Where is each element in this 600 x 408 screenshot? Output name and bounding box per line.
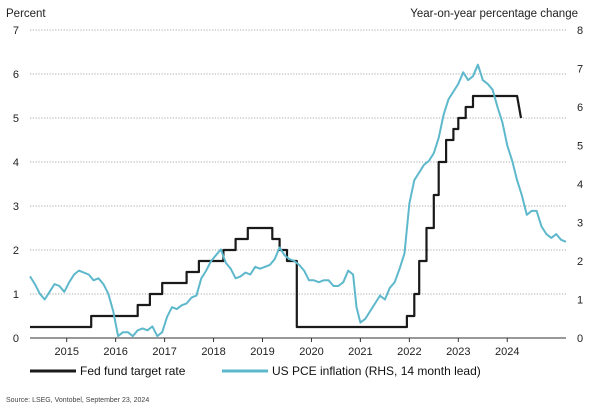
- gridlines: [30, 29, 566, 295]
- right-tick-label: 8: [577, 25, 583, 37]
- series-line-pce-inflation: [29, 63, 567, 338]
- x-tick-label: 2016: [103, 346, 127, 358]
- series-lines: [29, 63, 567, 338]
- legend-label-fed-rate: Fed fund target rate: [80, 364, 186, 378]
- left-tick-label: 4: [13, 157, 19, 169]
- x-tick-label: 2017: [152, 346, 176, 358]
- x-tick-label: 2024: [495, 346, 519, 358]
- right-tick-label: 4: [577, 179, 583, 191]
- left-tick-label: 0: [13, 333, 19, 345]
- left-tick-label: 6: [13, 69, 19, 81]
- x-tick-label: 2023: [446, 346, 470, 358]
- series-line-fed-rate: [30, 94, 523, 329]
- right-tick-label: 7: [577, 64, 583, 76]
- right-tick-label: 1: [577, 295, 583, 307]
- right-tick-label: 6: [577, 102, 583, 114]
- x-tick-label: 2015: [54, 346, 78, 358]
- x-tick-label: 2022: [397, 346, 421, 358]
- left-axis-title: Percent: [6, 8, 46, 20]
- left-axis-ticks: 0 1 2 3 4 5 6 7: [13, 25, 19, 345]
- right-axis-ticks: 0 1 2 3 4 5 6 7 8: [577, 25, 583, 345]
- legend-label-pce-inflation: US PCE inflation (RHS, 14 month lead): [272, 364, 481, 378]
- left-tick-label: 2: [13, 245, 19, 257]
- x-tick-label: 2019: [250, 346, 274, 358]
- x-tick-label: 2020: [299, 346, 323, 358]
- right-axis-title: Year-on-year percentage change: [410, 8, 578, 20]
- left-tick-label: 5: [13, 113, 19, 125]
- x-tick-label: 2018: [201, 346, 225, 358]
- left-tick-label: 3: [13, 201, 19, 213]
- x-axis-ticks: 2015 2016 2017 2018 2019 2020 2021 2022 2023 2024: [54, 338, 520, 358]
- source-note: Source: LSEG, Vontobel, September 23, 20…: [6, 397, 149, 404]
- right-tick-label: 5: [577, 141, 583, 153]
- x-tick-label: 2021: [348, 346, 372, 358]
- right-tick-label: 0: [577, 333, 583, 345]
- right-tick-label: 2: [577, 256, 583, 268]
- legend: Fed fund target rate US PCE inflation (R…: [30, 364, 481, 378]
- right-tick-label: 3: [577, 218, 583, 230]
- left-tick-label: 1: [13, 289, 19, 301]
- left-tick-label: 7: [13, 25, 19, 37]
